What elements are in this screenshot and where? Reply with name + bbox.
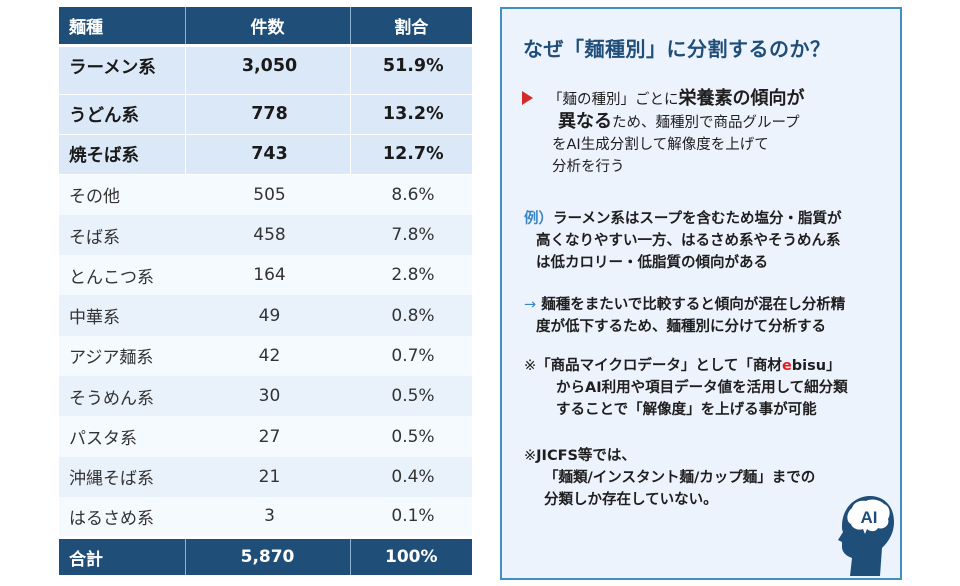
note1-line-1: ※「商品マイクロデータ」として「商材ebisu」 (524, 355, 894, 377)
cell-name: そうめん系 (59, 376, 185, 417)
conclusion-block: → 麺種をまたいで比較すると傾向が混在し分析精 度が低下するため、麺種別に分けて… (524, 294, 894, 338)
reason-line-2-emphasis: 異なる (558, 111, 612, 132)
cell-count: 505 (185, 174, 350, 215)
cell-name: アジア麺系 (59, 335, 185, 377)
panel-title: なぜ「麺種別」に分割するのか？ (523, 37, 831, 61)
cell-share: 0.5% (350, 416, 472, 457)
cell-name: パスタ系 (59, 416, 185, 457)
table-row: アジア麺系 42 0.7% (59, 335, 472, 377)
table-row: 中華系 49 0.8% (59, 295, 472, 336)
reason-line-4: 分析を行う (552, 159, 625, 175)
example-line-3: は低カロリー・低脂質の傾向がある (536, 255, 768, 271)
brand-e-letter: e (781, 358, 792, 374)
conclusion-line-1-text: 麺種をまたいで比較すると傾向が混在し分析精 (536, 297, 846, 313)
example-line-1-text: ラーメン系はスープを含むため塩分・脂質が (553, 211, 842, 227)
cell-name: その他 (59, 174, 185, 215)
cell-share: 0.8% (350, 295, 472, 336)
cell-count: 49 (185, 295, 350, 336)
note1-line-2: からAI利用や項目データ値を活用して細分類 (556, 380, 848, 396)
table-row: はるさめ系 3 0.1% (59, 496, 472, 538)
ai-head-icon: AI (838, 496, 894, 576)
table-row: パスタ系 27 0.5% (59, 416, 472, 457)
reason-line-2-post: ため、麺種別で商品グループ (612, 115, 800, 131)
cell-count: 42 (185, 335, 350, 377)
cell-share: 12.7% (349, 134, 472, 176)
note1-line-3: することで「解像度」を上げる事が可能 (556, 402, 817, 418)
reference-mark: ※ (524, 358, 537, 374)
total-share: 100% (350, 537, 472, 576)
header-share: 割合 (350, 7, 472, 45)
cell-share: 0.1% (350, 496, 472, 538)
cell-share: 8.6% (350, 174, 472, 215)
table-row: そうめん系 30 0.5% (59, 376, 472, 417)
cell-count: 458 (185, 214, 350, 256)
cell-share: 0.7% (350, 335, 472, 377)
ai-label: AI (861, 508, 878, 527)
red-triangle-bullet-icon (522, 91, 533, 105)
cell-name: 焼そば系 (59, 134, 185, 176)
cell-share: 51.9% (349, 45, 472, 95)
table-row: その他 505 8.6% (59, 174, 472, 215)
noodle-type-table-container: 麺種 件数 割合 ラーメン系 3,050 51.9% うどん系 778 13.2… (59, 7, 472, 577)
total-label: 合計 (59, 537, 186, 576)
note-jicfs: ※JICFS等では、 「麺類/インスタント麺/カップ麺」までの 分類しか存在して… (524, 445, 894, 511)
total-count: 5,870 (185, 537, 351, 576)
explanation-panel: なぜ「麺種別」に分割するのか？ 「麺の種別」ごとに栄養素の傾向が 異なるため、麺… (500, 7, 902, 580)
cell-count: 3,050 (184, 45, 350, 95)
cell-name: そば系 (59, 214, 185, 256)
table-row: とんこつ系 164 2.8% (59, 255, 472, 296)
reason-block: 「麺の種別」ごとに栄養素の傾向が 異なるため、麺種別で商品グループ をAI生成分… (522, 88, 892, 178)
note-micro-data: ※「商品マイクロデータ」として「商材ebisu」 からAI利用や項目データ値を活… (524, 355, 894, 421)
cell-count: 778 (184, 94, 350, 135)
reason-line-2: 異なるため、麺種別で商品グループ (522, 111, 892, 134)
example-line-1: 例）ラーメン系はスープを含むため塩分・脂質が (524, 208, 894, 230)
reason-line-1-pre: 「麺の種別」ごとに (548, 92, 679, 108)
note2-line-1-text: JICFS等では、 (536, 448, 636, 464)
cell-count: 21 (185, 456, 350, 497)
table-row-major: 焼そば系 743 12.7% (59, 134, 472, 176)
cell-name: うどん系 (59, 94, 185, 135)
table-header-row: 麺種 件数 割合 (59, 7, 472, 45)
cell-count: 30 (185, 376, 350, 417)
note2-line-3: 分類しか存在していない。 (544, 492, 718, 508)
example-block: 例）ラーメン系はスープを含むため塩分・脂質が 高くなりやすい一方、はるさめ系やそ… (524, 208, 894, 274)
cell-count: 164 (185, 255, 350, 296)
table-row-major: ラーメン系 3,050 51.9% (59, 45, 472, 95)
cell-name: 中華系 (59, 295, 185, 336)
table-row: 沖縄そば系 21 0.4% (59, 456, 472, 497)
cell-share: 2.8% (350, 255, 472, 296)
reason-line-3: をAI生成分割して解像度を上げて (552, 137, 769, 153)
cell-share: 7.8% (350, 214, 472, 256)
reason-line-1: 「麺の種別」ごとに栄養素の傾向が (522, 88, 892, 111)
note2-line-2: 「麺類/インスタント麺/カップ麺」までの (544, 470, 816, 486)
note1-line-1-pre: 「商品マイクロデータ」として「商材 (536, 358, 782, 374)
cell-share: 0.4% (350, 456, 472, 497)
conclusion-line-2: 度が低下するため、麺種別に分けて分析する (536, 319, 826, 335)
reason-line-1-emphasis: 栄養素の傾向が (678, 88, 805, 109)
conclusion-line-1: → 麺種をまたいで比較すると傾向が混在し分析精 (524, 294, 894, 316)
header-count: 件数 (185, 7, 351, 45)
cell-count: 3 (185, 496, 350, 538)
reference-mark: ※ (524, 448, 537, 464)
table-total-row: 合計 5,870 100% (59, 537, 472, 576)
note2-line-1: ※JICFS等では、 (524, 445, 894, 467)
table-row: そば系 458 7.8% (59, 214, 472, 256)
cell-name: はるさめ系 (59, 496, 185, 538)
cell-share: 13.2% (349, 94, 472, 135)
header-noodle-type: 麺種 (59, 7, 186, 45)
noodle-type-table: 麺種 件数 割合 ラーメン系 3,050 51.9% うどん系 778 13.2… (59, 7, 472, 576)
example-prefix: 例） (524, 211, 553, 227)
cell-share: 0.5% (350, 376, 472, 417)
cell-name: とんこつ系 (59, 255, 185, 296)
cell-name: 沖縄そば系 (59, 456, 185, 497)
brand-name-rest: bisu」 (791, 358, 841, 374)
cell-count: 27 (185, 416, 350, 457)
cell-count: 743 (184, 134, 350, 176)
example-line-2: 高くなりやすい一方、はるさめ系やそうめん系 (536, 233, 841, 249)
table-row-major: うどん系 778 13.2% (59, 94, 472, 135)
cell-name: ラーメン系 (59, 45, 185, 95)
right-arrow-icon: → (524, 297, 537, 313)
